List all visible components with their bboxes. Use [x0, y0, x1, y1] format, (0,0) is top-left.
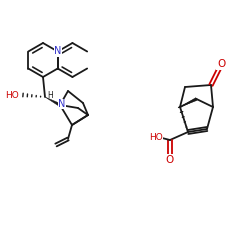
Text: O: O: [166, 155, 174, 165]
Text: N: N: [58, 99, 66, 109]
Text: O: O: [217, 59, 225, 69]
Text: H: H: [47, 90, 53, 100]
Text: N: N: [54, 46, 62, 56]
Text: HO: HO: [5, 90, 19, 100]
Polygon shape: [180, 98, 197, 107]
Text: HO: HO: [149, 134, 163, 142]
Polygon shape: [45, 97, 61, 106]
